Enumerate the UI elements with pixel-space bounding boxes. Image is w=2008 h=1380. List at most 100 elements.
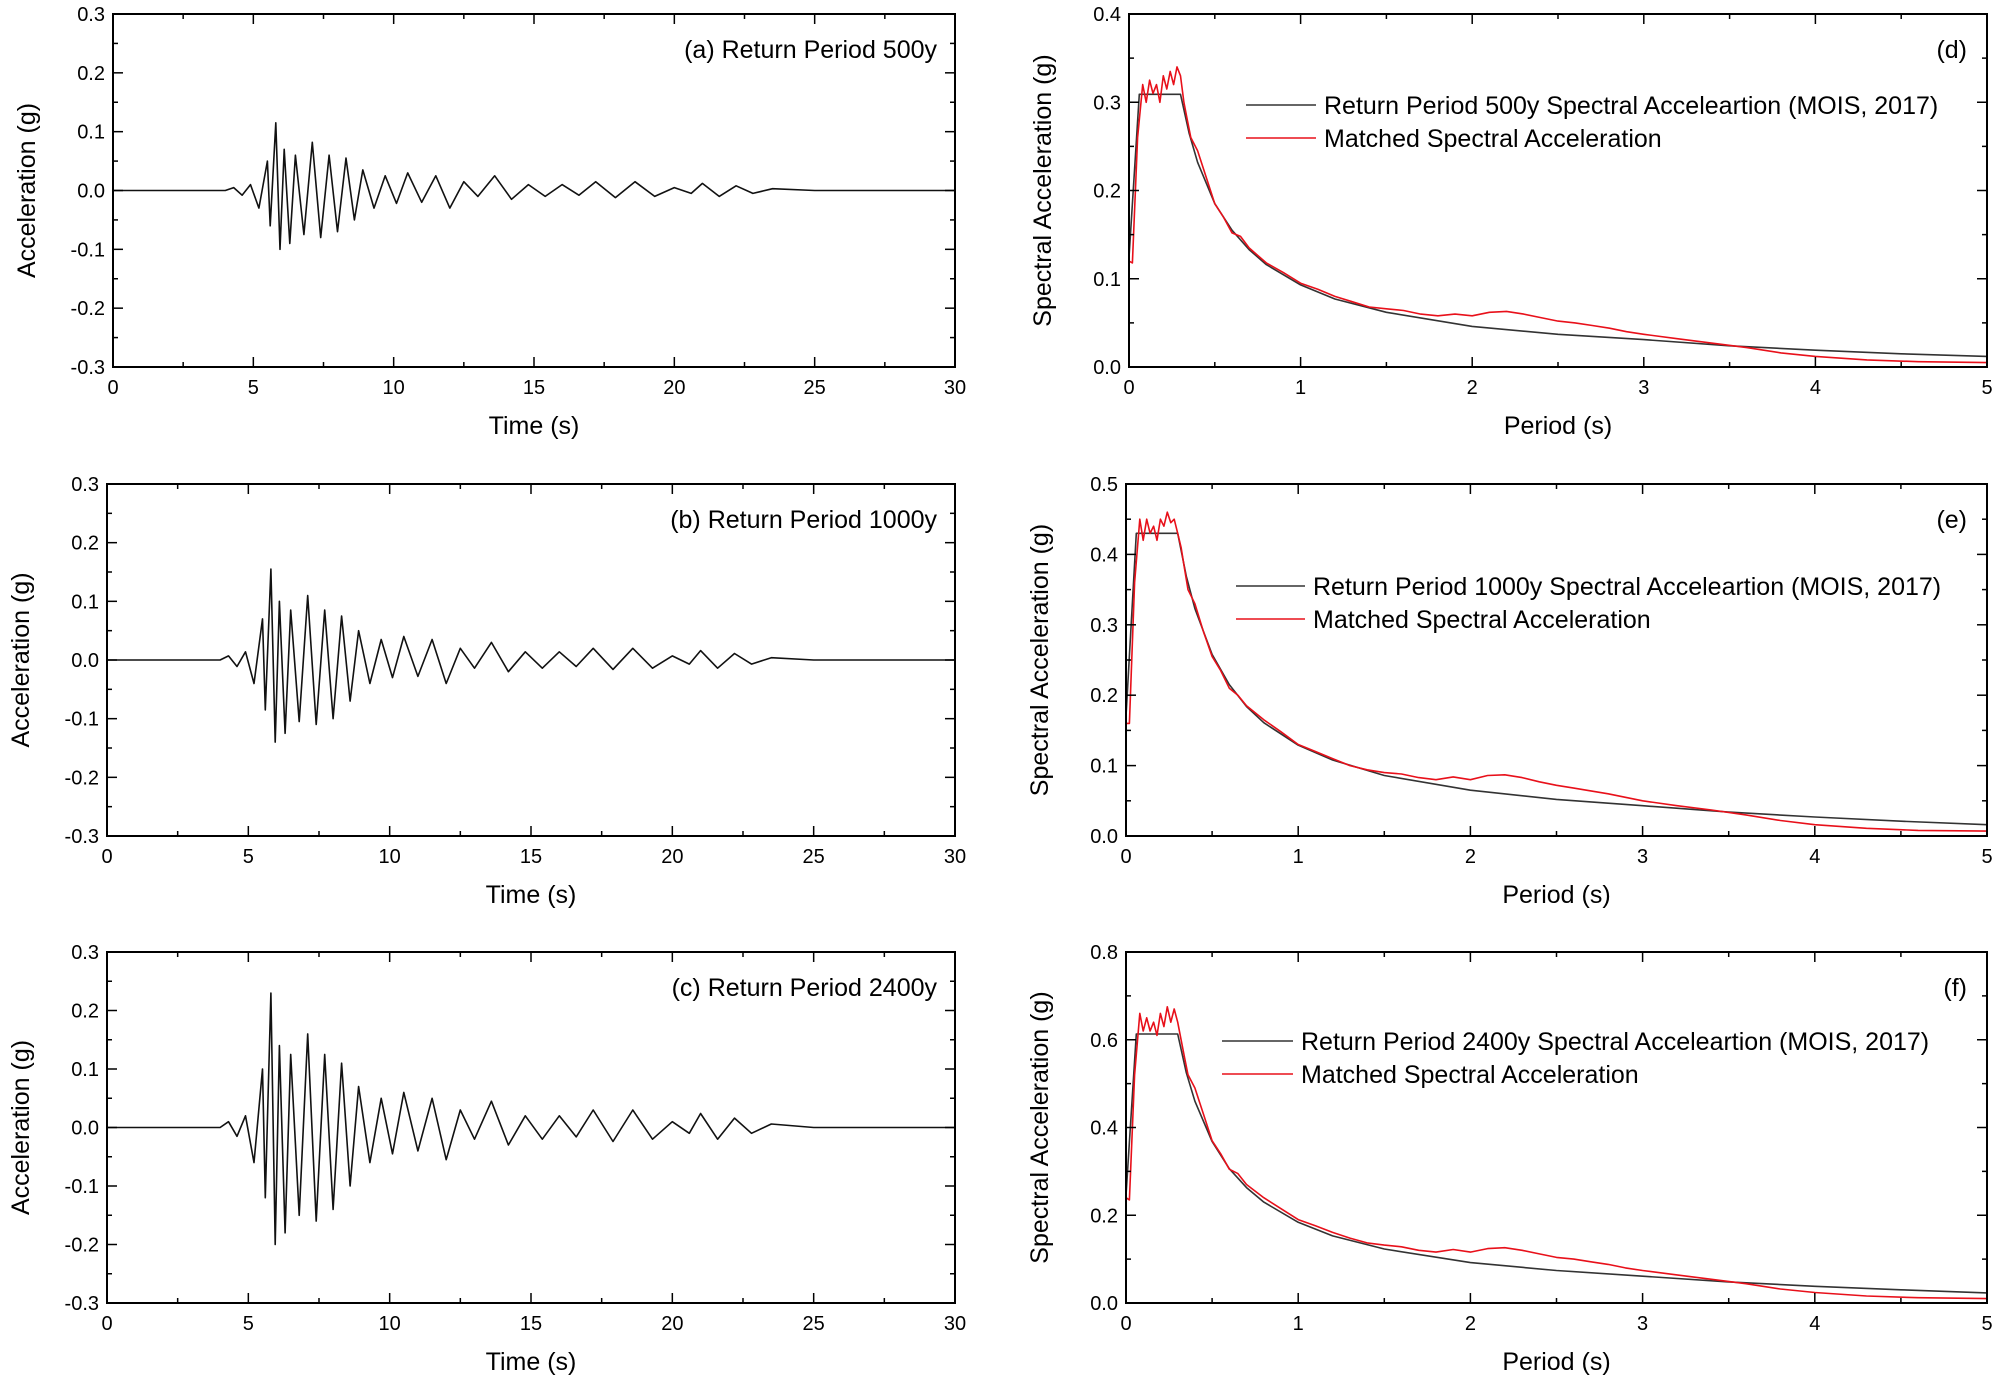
y-axis-title: Spectral Acceleration (g) [1026,524,1054,796]
x-tick-label: 5 [243,846,254,868]
chart-panel-f: 0 1 2 3 4 5 0.0 0.2 0.4 0.6 0.8 Period (s) Spectral … [1026,942,1993,1376]
x-tick-label: 0 [101,846,112,868]
y-tick-label: 0.2 [1090,685,1118,707]
y-tick-label: -0.1 [71,239,105,261]
x-tick-label: 5 [248,377,259,399]
plot-frame-d [1128,13,1988,368]
panel-label: (d) [1936,36,1967,64]
chart-panel-b: 0 5 10 15 20 25 30 -0.3 -0.2 -0.1 0.0 0.1 0.2 0.3 Time… [7,474,966,909]
series-line-d-1 [1129,66,1987,364]
x-tick-label: 5 [1981,377,1992,399]
x-tick-label: 1 [1293,1313,1304,1335]
y-tick-label: -0.3 [65,1293,99,1315]
x-axis-title: Time (s) [489,412,580,440]
y-tick-label: 0.2 [1093,181,1121,203]
y-tick-label: 0.2 [1090,1205,1118,1227]
x-tick-label: 5 [243,1313,254,1335]
y-axis-title: Spectral Acceleration (g) [1029,54,1057,326]
panel-label: (a) Return Period 500y [684,36,937,64]
x-tick-label: 0 [101,1313,112,1335]
legend-e: Return Period 1000y Spectral Acceleartio… [1236,573,1941,634]
y-tick-label: 0.2 [77,63,105,85]
y-tick-label: 0.0 [71,650,99,672]
series-line-b-0 [107,568,955,743]
legend-label: Return Period 2400y Spectral Acceleartio… [1301,1028,1929,1056]
plot-frame-f [1125,951,1988,1304]
y-tick-label: 0.1 [1090,756,1118,778]
x-tick-label: 15 [523,377,545,399]
y-tick-label: 0.5 [1090,474,1118,496]
x-tick-label: 25 [803,846,825,868]
panel-label: (b) Return Period 1000y [670,506,937,534]
y-axis-title: Acceleration (g) [7,1040,35,1215]
x-tick-label: 4 [1810,377,1821,399]
x-axis-title: Period (s) [1504,412,1612,440]
y-tick-label: 0.2 [71,1001,99,1023]
x-tick-label: 30 [944,846,966,868]
y-tick-label: 0.0 [71,1118,99,1140]
legend-label: Matched Spectral Acceleration [1313,606,1651,634]
x-tick-label: 4 [1809,1313,1820,1335]
y-tick-label: 0.3 [1093,92,1121,114]
y-tick-label: -0.2 [65,1235,99,1257]
y-axis-title: Acceleration (g) [13,103,41,278]
x-tick-label: 20 [663,377,685,399]
x-tick-label: 10 [379,846,401,868]
x-axis-title: Time (s) [486,1348,577,1376]
y-tick-label: 0.3 [77,4,105,26]
x-tick-label: 15 [520,846,542,868]
y-tick-label: 0.3 [1090,615,1118,637]
y-axis-title: Acceleration (g) [7,572,35,747]
x-tick-label: 0 [1120,846,1131,868]
x-tick-label: 0 [107,377,118,399]
series-line-e-1 [1126,511,1987,832]
x-axis-title: Period (s) [1502,1348,1610,1376]
y-tick-label: 0.1 [71,1059,99,1081]
series-line-a-0 [113,122,955,251]
y-tick-label: 0.6 [1090,1030,1118,1052]
panel-label: (e) [1936,506,1967,534]
x-tick-label: 25 [803,1313,825,1335]
y-tick-label: 0.4 [1090,1118,1118,1140]
y-tick-label: 0.1 [77,122,105,144]
x-tick-label: 30 [944,377,966,399]
y-tick-label: 0.4 [1090,544,1118,566]
y-tick-label: -0.2 [65,767,99,789]
x-tick-label: 2 [1465,1313,1476,1335]
y-tick-label: 0.4 [1093,4,1121,26]
y-tick-label: -0.1 [65,709,99,731]
y-tick-label: 0.3 [71,942,99,964]
x-axis-title: Time (s) [486,881,577,909]
panel-label: (c) Return Period 2400y [672,974,938,1002]
x-tick-label: 3 [1637,846,1648,868]
y-tick-label: -0.2 [71,298,105,320]
x-tick-label: 2 [1465,846,1476,868]
legend-label: Return Period 500y Spectral Acceleartion… [1324,92,1938,120]
chart-panel-d: 0 1 2 3 4 5 0.0 0.1 0.2 0.3 0.4 Period (s) Spectral … [1029,4,1993,440]
legend-label: Matched Spectral Acceleration [1301,1061,1639,1089]
y-tick-label: 0.0 [1090,826,1118,848]
x-tick-label: 3 [1637,1313,1648,1335]
legend-label: Matched Spectral Acceleration [1324,125,1662,153]
plot-frame-e [1125,483,1988,837]
legend-d: Return Period 500y Spectral Acceleartion… [1246,92,1938,153]
x-tick-label: 1 [1295,377,1306,399]
x-tick-label: 20 [661,1313,683,1335]
y-tick-label: -0.3 [71,357,105,379]
chart-panel-a: 0 5 10 15 20 25 30 -0.3 -0.2 -0.1 0.0 0.1 0.2 0.3 Time… [13,4,966,440]
series-line-c-0 [107,992,955,1246]
x-tick-label: 5 [1981,846,1992,868]
y-tick-label: 0.1 [1093,269,1121,291]
x-tick-label: 3 [1638,377,1649,399]
x-tick-label: 2 [1467,377,1478,399]
chart-panel-c: 0 5 10 15 20 25 30 -0.3 -0.2 -0.1 0.0 0.1 0.2 0.3 Time… [7,942,966,1376]
chart-panel-e: 0 1 2 3 4 5 0.0 0.1 0.2 0.3 0.4 0.5 Period (s) Spectr… [1026,474,1993,909]
y-tick-label: 0.8 [1090,942,1118,964]
x-tick-label: 5 [1981,1313,1992,1335]
x-tick-label: 30 [944,1313,966,1335]
panel-label: (f) [1943,974,1967,1002]
x-tick-label: 15 [520,1313,542,1335]
y-tick-label: 0.0 [1093,357,1121,379]
x-tick-label: 25 [804,377,826,399]
